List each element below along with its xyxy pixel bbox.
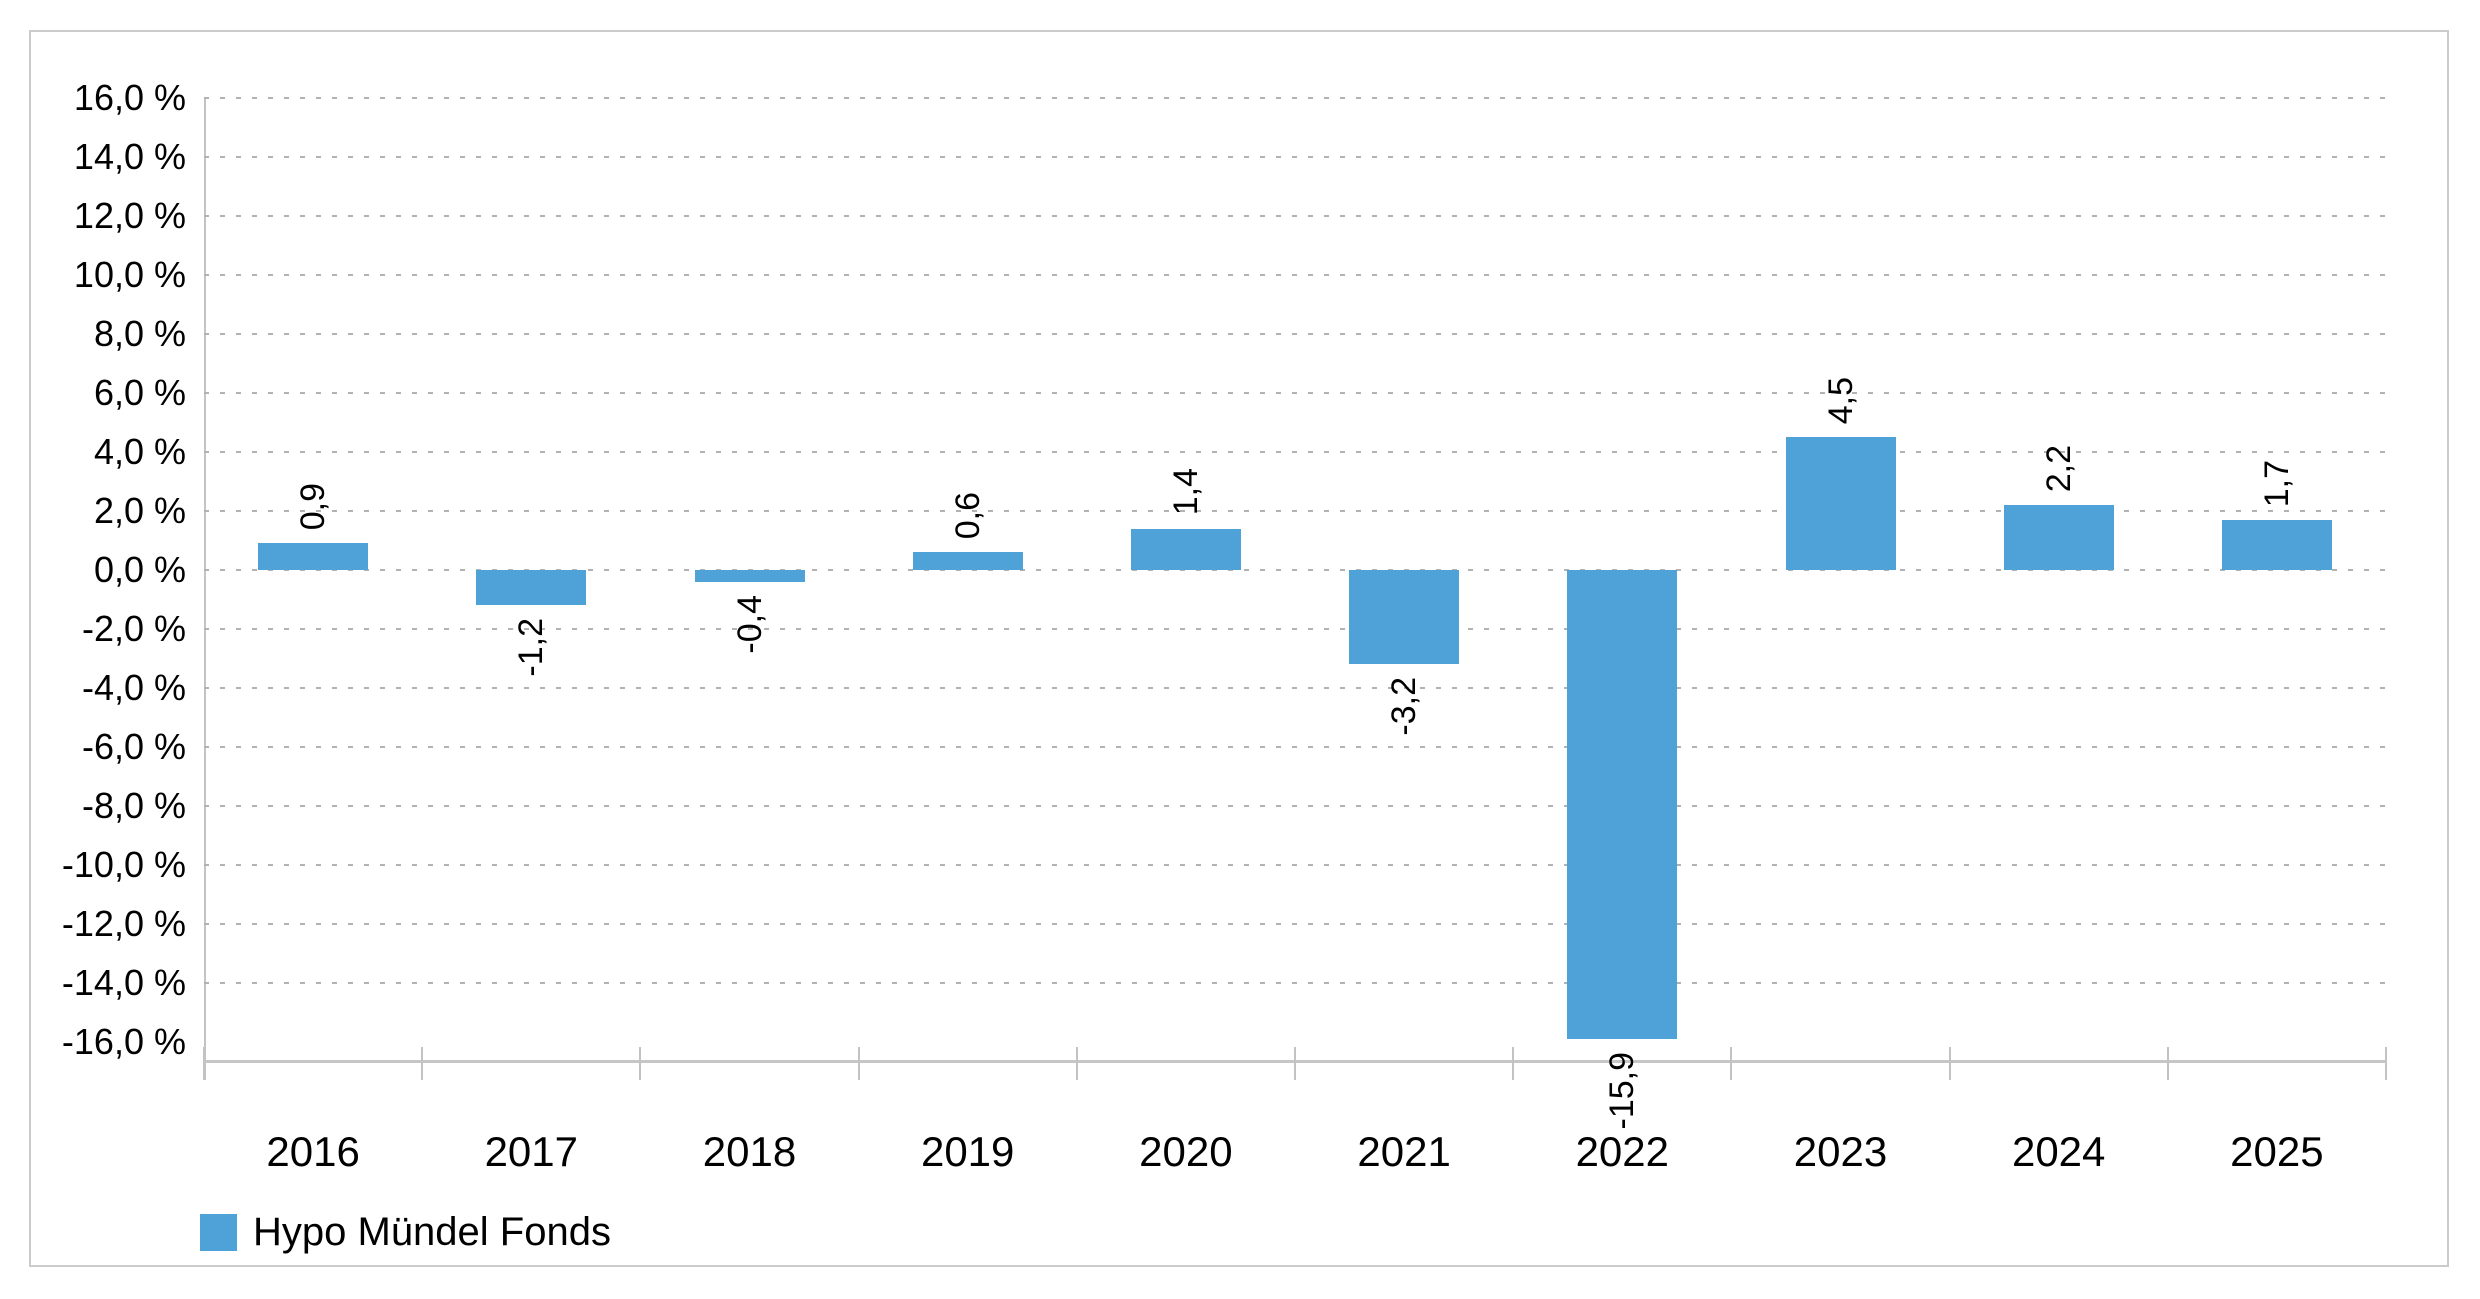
x-axis-category-label: 2024 (2011, 1128, 2106, 1175)
x-axis-category-label: 2023 (1793, 1128, 1888, 1175)
axis-tick (1075, 1047, 1078, 1080)
axis-tick (1730, 1047, 1733, 1080)
gridline (204, 451, 2386, 453)
bar-value-label: -15,9 (1603, 1052, 1642, 1130)
gridline (204, 746, 2386, 748)
legend-label: Hypo Mündel Fonds (253, 1210, 611, 1254)
axis-tick (421, 1047, 424, 1080)
legend: Hypo Mündel Fonds (200, 1212, 611, 1252)
bar-value-label: -3,2 (1385, 677, 1424, 736)
bar (1349, 570, 1460, 665)
x-axis-category-label: 2017 (484, 1128, 579, 1175)
bar-value-label: 1,7 (2257, 459, 2296, 507)
axis-tick (2166, 1047, 2169, 1080)
y-axis-tick-label: 6,0 % (93, 372, 186, 413)
gridline (204, 510, 2386, 512)
x-axis-category-label: 2021 (1357, 1128, 1451, 1175)
bar-value-label: 0,9 (294, 483, 333, 531)
x-axis-category-label: 2016 (266, 1128, 360, 1175)
axis-tick (1294, 1047, 1296, 1080)
plot-area: 0,9 -1,2 -0,4 0,6 1,4 -3,2 -15,9 4,5 2,2 1,7 (203, 97, 2387, 1130)
gridline (204, 982, 2386, 984)
bar (2003, 505, 2114, 570)
axis-tick (857, 1047, 860, 1080)
y-axis-tick-label: -4,0 % (81, 667, 186, 708)
y-axis-tick-label: 16,0 % (73, 77, 186, 118)
bar (258, 543, 369, 570)
bar (476, 570, 587, 606)
bar-value-label: 2,2 (2039, 444, 2078, 493)
x-axis-category-label: 2019 (920, 1128, 1015, 1175)
bar (1567, 570, 1678, 1040)
bar-value-label: 1,4 (1166, 468, 1205, 516)
gridline (204, 628, 2386, 630)
y-axis-tick-label: -2,0 % (81, 608, 186, 649)
bar-value-label: 4,5 (1821, 376, 1860, 425)
y-axis-tick-label: 0,0 % (93, 549, 186, 590)
y-axis-tick-label: 12,0 % (73, 195, 186, 236)
axis-tick (1948, 1047, 1951, 1080)
x-axis-category-label: 2022 (1575, 1128, 1670, 1175)
gridline (204, 97, 2386, 99)
bar-value-label: -0,4 (730, 594, 769, 654)
axis-tick (203, 1047, 205, 1080)
bar (694, 570, 805, 582)
y-axis-tick-label: 10,0 % (73, 254, 186, 295)
y-axis-tick-label: -12,0 % (61, 903, 186, 944)
gridline (204, 274, 2386, 276)
y-axis-tick-label: -10,0 % (61, 844, 186, 885)
axis-tick (2385, 1047, 2387, 1080)
x-axis-category-label: 2025 (2230, 1128, 2324, 1175)
bar (2221, 519, 2332, 570)
gridline (204, 864, 2386, 866)
y-axis-tick-label: 2,0 % (93, 490, 186, 531)
y-axis-tick-label: -14,0 % (61, 962, 186, 1003)
bar (1785, 437, 1896, 570)
gridline (204, 923, 2386, 925)
gridline (204, 156, 2386, 158)
gridline (204, 569, 2386, 571)
y-axis-tick-label: 4,0 % (93, 431, 186, 472)
y-axis-tick-label: 14,0 % (73, 136, 186, 177)
y-axis-line (204, 98, 206, 1080)
x-axis-category-label: 2018 (702, 1128, 797, 1175)
gridline (204, 687, 2386, 689)
axis-tick (639, 1047, 642, 1080)
y-axis-tick-label: -16,0 % (61, 1021, 186, 1062)
x-axis-category-label: 2020 (1139, 1128, 1233, 1175)
gridline (204, 215, 2386, 217)
bar (1130, 528, 1241, 570)
legend-swatch (200, 1213, 237, 1251)
bar-value-label: -1,2 (512, 618, 551, 677)
axis-tick (1512, 1047, 1515, 1080)
gridline (204, 392, 2386, 394)
y-axis-tick-label: -6,0 % (81, 726, 186, 767)
y-axis-tick-label: 8,0 % (93, 313, 186, 354)
gridline (204, 333, 2386, 335)
bar (912, 552, 1023, 570)
bar-value-label: 0,6 (948, 492, 987, 540)
y-axis-tick-label: -8,0 % (81, 785, 186, 826)
gridline (204, 805, 2386, 807)
